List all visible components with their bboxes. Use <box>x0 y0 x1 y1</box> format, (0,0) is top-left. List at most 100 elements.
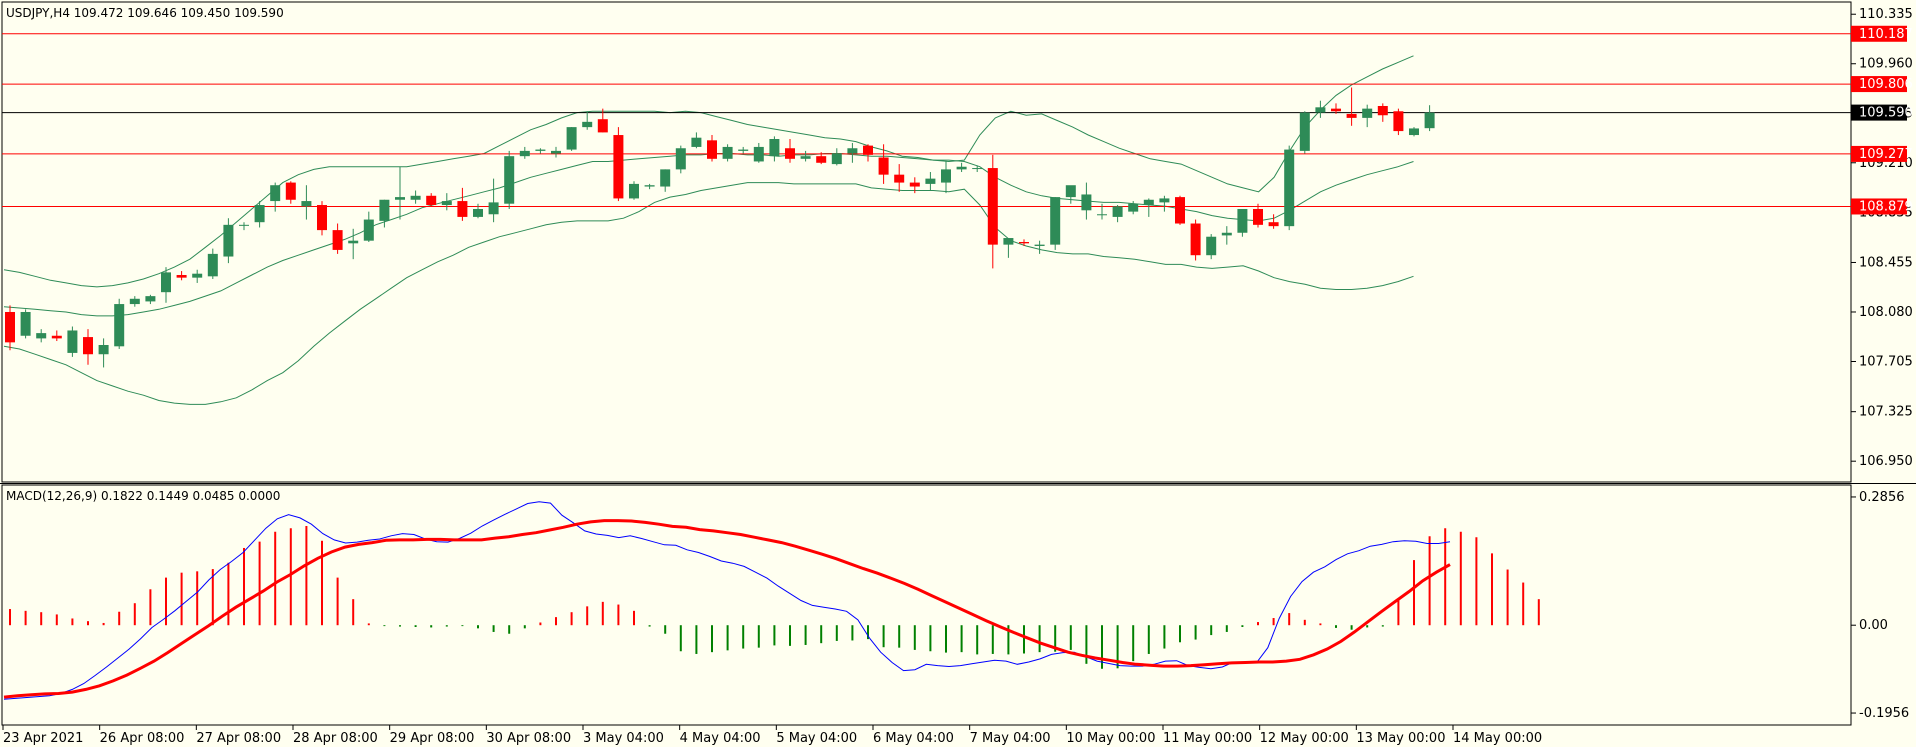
candle-body <box>317 205 327 231</box>
price-tick-label: 108.455 <box>1859 255 1913 270</box>
time-tick-label: 11 May 00:00 <box>1163 731 1252 746</box>
candle-body <box>348 240 359 244</box>
bollinger-middle <box>3 153 1414 317</box>
candle-body <box>738 149 749 151</box>
candle-body <box>1221 232 1232 236</box>
candle-body <box>566 127 577 150</box>
candle-body <box>629 183 639 199</box>
time-tick-label: 28 Apr 08:00 <box>293 731 378 746</box>
candle-body <box>972 168 983 170</box>
candle-body <box>426 195 437 206</box>
macd-signal-line <box>3 519 1451 699</box>
candle-body <box>707 140 717 159</box>
candle-body <box>1377 105 1388 116</box>
candle-body <box>597 119 608 133</box>
candle-body <box>488 202 499 215</box>
horizontal-levels[interactable] <box>2 33 1851 207</box>
candle-body <box>20 311 31 336</box>
candle-body <box>675 148 686 170</box>
candle-body <box>36 333 47 339</box>
price-tick-label: 108.080 <box>1859 305 1913 320</box>
candle-body <box>129 298 140 305</box>
candle-body <box>660 169 671 187</box>
candle-body <box>582 121 593 128</box>
candle-body <box>457 201 468 217</box>
candle-body <box>51 335 62 339</box>
time-tick-label: 10 May 00:00 <box>1066 731 1155 746</box>
macd-panel-title: MACD(12,26,9) 0.1822 0.1449 0.0485 0.000… <box>6 489 280 503</box>
candle-body <box>1284 149 1295 227</box>
candle-body <box>1143 199 1154 206</box>
candle-body <box>691 137 702 147</box>
candle-body <box>1034 244 1045 246</box>
candle-body <box>987 168 998 245</box>
level-tag-label: 108.879 <box>1859 199 1913 214</box>
candle-body <box>1081 194 1092 211</box>
candle-body <box>161 272 171 293</box>
time-tick-label: 5 May 04:00 <box>776 731 857 746</box>
candle-body <box>1065 185 1076 198</box>
candle-body <box>847 148 858 154</box>
candle-body <box>909 182 920 187</box>
time-tick-label: 29 Apr 08:00 <box>390 731 475 746</box>
time-axis: 23 Apr 2021 26 Apr 08:00 27 Apr 08:00 28 Ap… <box>2 725 1542 746</box>
candle-body <box>254 205 265 223</box>
candle-body <box>192 273 203 278</box>
macd-axis: 0.2856 0.00 -0.1956 <box>1851 490 1909 721</box>
candle-body <box>831 153 842 165</box>
candle-body <box>894 174 905 183</box>
candle-body <box>67 330 78 353</box>
macd-tick-label: -0.1956 <box>1859 706 1909 721</box>
time-tick-label: 3 May 04:00 <box>583 731 664 746</box>
price-axis: 110.335109.960109.585109.210108.835108.4… <box>1851 7 1913 469</box>
time-tick-label: 7 May 04:00 <box>970 731 1051 746</box>
price-panel-title: USDJPY,H4 109.472 109.646 109.450 109.59… <box>6 6 284 20</box>
bollinger-lower <box>3 182 1414 405</box>
candle-body <box>519 150 530 157</box>
candle-body <box>1362 108 1373 118</box>
candle-body <box>1331 108 1341 112</box>
time-tick-label: 23 Apr 2021 <box>3 731 83 746</box>
candle-body <box>769 139 780 157</box>
candle-body <box>941 169 951 183</box>
candle-body <box>1159 198 1170 203</box>
price-panel-frame <box>1 1 1852 483</box>
candle-body <box>956 166 967 170</box>
candle-body <box>816 156 827 163</box>
candle-body <box>395 197 405 200</box>
time-tick-label: 12 May 00:00 <box>1260 731 1349 746</box>
candle-body <box>785 148 795 159</box>
level-tag <box>1851 198 1907 215</box>
time-tick-label: 30 Apr 08:00 <box>486 731 571 746</box>
candle-body <box>1346 113 1357 118</box>
current-price-tag <box>1851 104 1907 121</box>
candle-body <box>83 337 93 355</box>
candle-body <box>535 149 546 151</box>
candle-body <box>1097 214 1107 216</box>
candle-body <box>1393 111 1404 132</box>
candle-body <box>98 344 109 355</box>
candle-body <box>1190 223 1201 256</box>
candle-body <box>5 311 15 343</box>
candle-body <box>1175 197 1185 224</box>
candle-body <box>1050 197 1061 245</box>
candle-body <box>722 146 733 159</box>
candle-body <box>1424 112 1435 129</box>
candlesticks <box>5 87 1435 368</box>
candle-body <box>613 135 624 199</box>
candle-body <box>1268 222 1279 227</box>
level-tag-label: 109.277 <box>1859 147 1913 162</box>
candle-body <box>925 178 936 184</box>
level-tag <box>1851 145 1907 162</box>
candle-body <box>207 253 218 277</box>
macd-tick-label: 0.2856 <box>1859 490 1905 505</box>
candle-body <box>863 145 873 155</box>
candle-body <box>800 156 811 159</box>
candle-body <box>1315 107 1326 113</box>
candle-body <box>644 185 655 187</box>
candle-body <box>301 201 312 207</box>
candle-body <box>332 230 343 250</box>
macd-lines <box>3 501 1451 700</box>
